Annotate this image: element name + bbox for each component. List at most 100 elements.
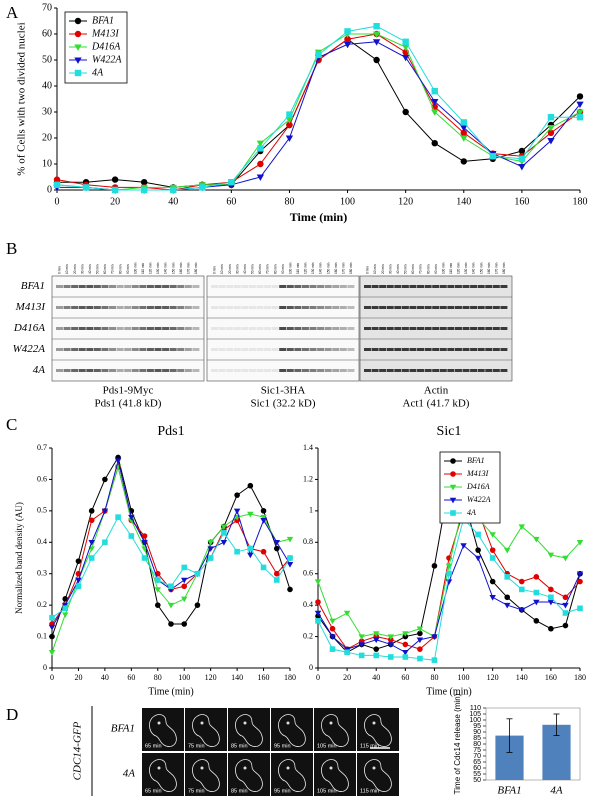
blot-band xyxy=(162,327,170,330)
panel-label: C xyxy=(6,415,17,434)
marker xyxy=(577,578,583,585)
time-label: 75 min xyxy=(188,743,205,749)
blot-band xyxy=(409,369,417,372)
blot-band xyxy=(256,369,264,372)
lane-label: 20 min xyxy=(73,264,77,274)
blot-band xyxy=(264,306,272,309)
blot-band xyxy=(226,285,234,288)
marker xyxy=(401,44,410,51)
marker xyxy=(88,540,95,546)
blot-band xyxy=(286,369,294,372)
marker xyxy=(286,121,293,129)
marker xyxy=(518,586,525,593)
marker xyxy=(256,140,265,148)
blot-band xyxy=(371,369,379,372)
lane-label: 110 min xyxy=(449,263,453,274)
time-label: 115 min xyxy=(360,788,379,794)
blot-band xyxy=(294,348,302,351)
time-label: 95 min xyxy=(274,743,291,749)
marker xyxy=(141,555,148,561)
blot-band xyxy=(477,327,485,330)
blot-band xyxy=(371,327,379,330)
marker xyxy=(373,646,380,652)
blot-band xyxy=(177,348,185,351)
time-label: 115 min xyxy=(360,743,379,749)
blot-band xyxy=(401,369,409,372)
chart-title: Sic1 xyxy=(437,424,462,439)
blot-band xyxy=(347,285,355,288)
blot-band xyxy=(154,327,162,330)
blot-caption: Sic1-3HA xyxy=(261,385,306,397)
blot-band xyxy=(439,285,447,288)
marker xyxy=(358,642,365,648)
marker xyxy=(233,508,241,515)
blot-band xyxy=(226,327,234,330)
blot-band xyxy=(500,285,508,288)
blot-protein: Act1 (41.7 kD) xyxy=(403,398,470,410)
blot-band xyxy=(317,306,325,309)
blot-band xyxy=(86,369,94,372)
y-tick-label: 0.8 xyxy=(303,537,313,546)
gfp-signal xyxy=(286,721,290,725)
marker xyxy=(168,583,174,590)
blot-band xyxy=(131,327,139,330)
marker xyxy=(49,633,55,640)
blot-band xyxy=(271,369,279,372)
lane-label: 140 min xyxy=(164,262,168,274)
row-label: 4A xyxy=(33,364,46,376)
blot-band xyxy=(386,306,394,309)
marker xyxy=(257,160,264,168)
blot-band xyxy=(317,348,325,351)
blot-band xyxy=(364,327,371,330)
blot-band xyxy=(211,369,218,372)
blot-band xyxy=(248,369,256,372)
marker xyxy=(547,552,555,559)
lane-label: 90 min xyxy=(281,264,285,274)
blot-band xyxy=(93,306,101,309)
lane-label: 170 min xyxy=(186,262,190,274)
marker xyxy=(181,621,188,627)
lane-label: 50 min xyxy=(96,264,100,274)
marker xyxy=(220,540,228,546)
marker xyxy=(48,624,56,631)
y-tick-label: 85 xyxy=(473,735,481,742)
lane-label: 170 min xyxy=(341,262,345,274)
blot-band xyxy=(386,285,394,288)
blot-band xyxy=(139,285,147,288)
marker xyxy=(286,536,294,543)
cell-outline xyxy=(278,714,306,747)
x-tick-label: 100 xyxy=(340,196,355,207)
marker xyxy=(111,186,119,194)
marker xyxy=(247,552,254,559)
x-tick-label: 180 xyxy=(573,196,588,207)
marker xyxy=(358,634,365,640)
legend-label: D416A xyxy=(91,41,121,52)
blot-band xyxy=(124,285,132,288)
marker xyxy=(154,602,161,608)
blot-band xyxy=(492,348,500,351)
panel-label: B xyxy=(6,239,17,258)
blot-band xyxy=(500,369,508,372)
marker xyxy=(74,69,82,77)
blot-band xyxy=(394,306,402,309)
lane-label: 180 min xyxy=(349,262,353,274)
y-tick-label: 0.4 xyxy=(303,600,313,609)
y-axis-label: Time of Cdc14 release (min) xyxy=(453,693,462,794)
lane-label: 20 min xyxy=(381,264,385,274)
chart-title: Pds1 xyxy=(157,424,184,439)
marker xyxy=(372,39,381,46)
blot-band xyxy=(447,285,455,288)
marker xyxy=(88,517,95,524)
blot-band xyxy=(101,369,109,372)
time-label: 105 min xyxy=(317,743,337,749)
blot-band xyxy=(109,306,117,309)
lane-label: 40 min xyxy=(88,264,92,274)
blot-band xyxy=(192,369,200,372)
blot-band xyxy=(279,327,287,330)
blot-band xyxy=(447,327,455,330)
blot-band xyxy=(218,348,226,351)
y-tick-label: 0.4 xyxy=(37,537,47,546)
marker xyxy=(431,657,438,663)
blot-band xyxy=(169,369,177,372)
